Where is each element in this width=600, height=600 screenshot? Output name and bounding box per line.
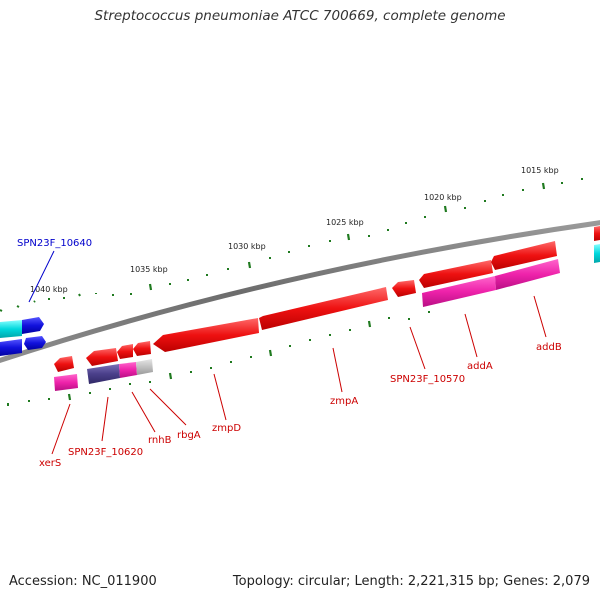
gene-xerS (54, 356, 74, 372)
gene-red-forward-1 (594, 226, 600, 241)
feature-xerS (54, 374, 78, 391)
gene-zmpA (259, 287, 388, 330)
forward-strand-genes (0, 226, 600, 338)
gene-label-addA: addA (467, 361, 493, 372)
secondary-feature-track (54, 259, 560, 391)
gene-zmpD (153, 318, 259, 352)
gene-label-SPN23F_10570: SPN23F_10570 (390, 374, 465, 385)
topology-text: Topology: circular; Length: 2,221,315 bp… (232, 574, 590, 589)
gene-cyan-forward (0, 320, 22, 338)
gene-blue-forward (22, 317, 44, 334)
gene-blue-reverse-2 (24, 336, 46, 350)
tick-label-1030kbp: 1030 kbp (228, 242, 266, 251)
gene-SPN23F_10570 (392, 280, 416, 297)
kbp-tick-labels: 1040 kbp 1035 kbp 1030 kbp 1025 kbp 1020… (30, 166, 559, 294)
tick-label-1040kbp: 1040 kbp (30, 285, 68, 294)
feature-rnhB (119, 362, 137, 378)
gene-SPN23F_10620 (86, 348, 118, 366)
tick-label-1025kbp: 1025 kbp (326, 218, 364, 227)
tick-label-1020kbp: 1020 kbp (424, 193, 462, 202)
outer-tick-track (0, 178, 583, 312)
gene-label-addB: addB (536, 342, 562, 353)
gene-label-SPN23F_10640: SPN23F_10640 (17, 238, 92, 249)
inner-tick-track (7, 311, 430, 406)
map-title: Streptococcus pneumoniae ATCC 700669, co… (94, 8, 506, 24)
gene-label-SPN23F_10620: SPN23F_10620 (68, 447, 143, 458)
gene-label-zmpD: zmpD (212, 423, 241, 434)
tick-label-1035kbp: 1035 kbp (130, 265, 168, 274)
feature-addB (495, 259, 560, 290)
feature-rbgA (136, 359, 153, 375)
feature-SPN23F_10620 (87, 364, 120, 384)
gene-red-forward-2 (594, 244, 600, 263)
reverse-strand-genes (0, 241, 557, 372)
gene-label-zmpA: zmpA (330, 396, 358, 407)
feature-addA (422, 276, 496, 307)
tick-label-1015kbp: 1015 kbp (521, 166, 559, 175)
gene-blue-reverse (0, 339, 22, 356)
gene-rnhB (117, 344, 133, 359)
gene-rbgA (133, 341, 151, 356)
accession-text: Accession: NC_011900 (9, 574, 157, 589)
gene-addB (491, 241, 557, 270)
gene-label-rbgA: rbgA (177, 430, 201, 441)
gene-label-rnhB: rnhB (148, 435, 172, 446)
gene-addA (419, 260, 493, 288)
genome-backbone (0, 220, 600, 363)
gene-label-xerS: xerS (39, 458, 61, 469)
gene-labels: SPN23F_10640 xerS SPN23F_10620 rnhB rbgA… (17, 238, 562, 469)
label-leader-lines (28, 250, 547, 455)
